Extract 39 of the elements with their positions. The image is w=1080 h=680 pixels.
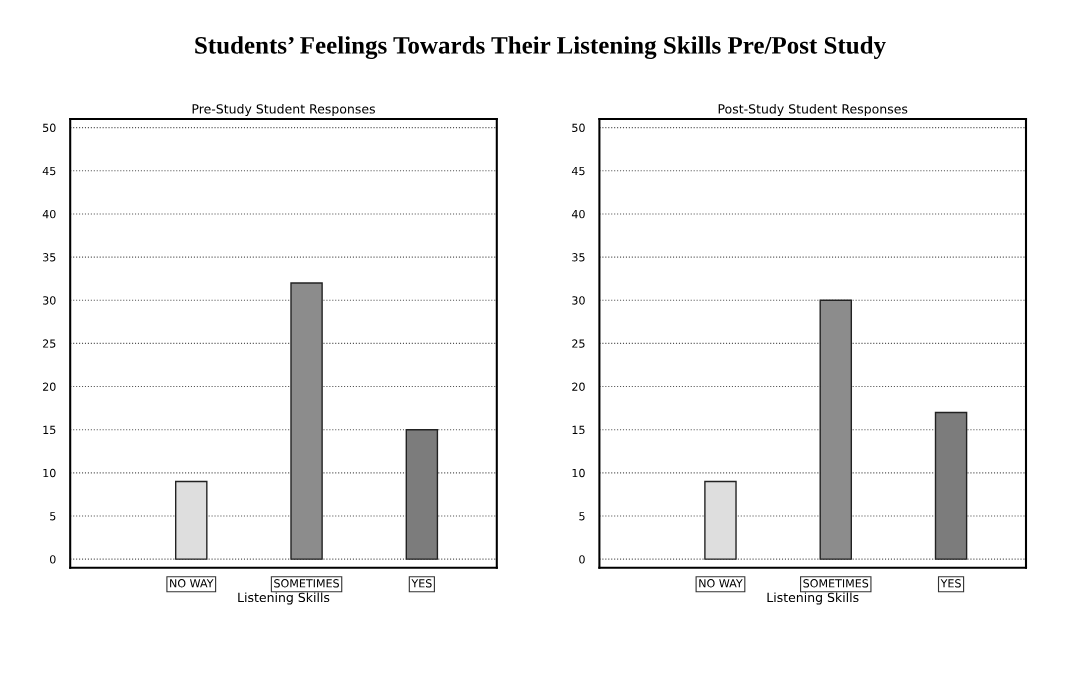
y-tick-label: 0 <box>49 555 56 564</box>
y-tick-label: 40 <box>571 209 585 219</box>
y-tick-label: 45 <box>571 166 585 176</box>
y-tick-label: 45 <box>42 166 56 176</box>
y-tick-label: 5 <box>579 512 585 521</box>
bar <box>405 429 439 560</box>
text: Students’ Feelings Towards Their Listening Skills Pre/Post Study <box>195 36 886 60</box>
x-tick-label: SOMETIMES <box>803 579 869 588</box>
x-tick-label: SOMETIMES <box>274 579 339 588</box>
y-tick-label: 40 <box>42 209 56 219</box>
y-tick-label: 30 <box>572 296 585 305</box>
y-tick-label: 50 <box>43 123 56 133</box>
y-tick-label: 30 <box>43 296 56 305</box>
x-tick-label: NO WAY <box>170 579 214 588</box>
y-tick-label: 35 <box>43 253 56 262</box>
y-tick-label: 20 <box>42 382 56 391</box>
y-tick-label: 50 <box>572 123 585 133</box>
bar <box>290 282 323 560</box>
y-tick-label: 20 <box>572 382 585 391</box>
y-tick-label: 10 <box>572 468 585 478</box>
x-tick-label: NO WAY <box>699 579 743 588</box>
chart-title: Pre-Study Student Responses <box>192 103 375 117</box>
bar <box>704 480 737 560</box>
x-tick-label: YES <box>940 579 961 588</box>
x-axis-title: Listening Skills <box>767 592 859 605</box>
y-tick-label: 10 <box>43 468 56 478</box>
x-axis-title: Listening Skills <box>238 592 330 605</box>
chart-title: Post-Study Student Responses <box>718 103 908 117</box>
bar <box>819 299 853 560</box>
y-tick-label: 35 <box>572 253 585 262</box>
y-tick-label: 25 <box>42 339 56 348</box>
bar <box>934 411 968 560</box>
y-tick-label: 15 <box>43 425 56 435</box>
y-tick-label: 5 <box>50 512 56 521</box>
y-tick-label: 0 <box>579 555 585 564</box>
bar <box>175 480 208 560</box>
y-tick-label: 25 <box>572 339 585 348</box>
x-tick-label: YES <box>411 579 432 588</box>
y-tick-label: 15 <box>572 425 585 435</box>
